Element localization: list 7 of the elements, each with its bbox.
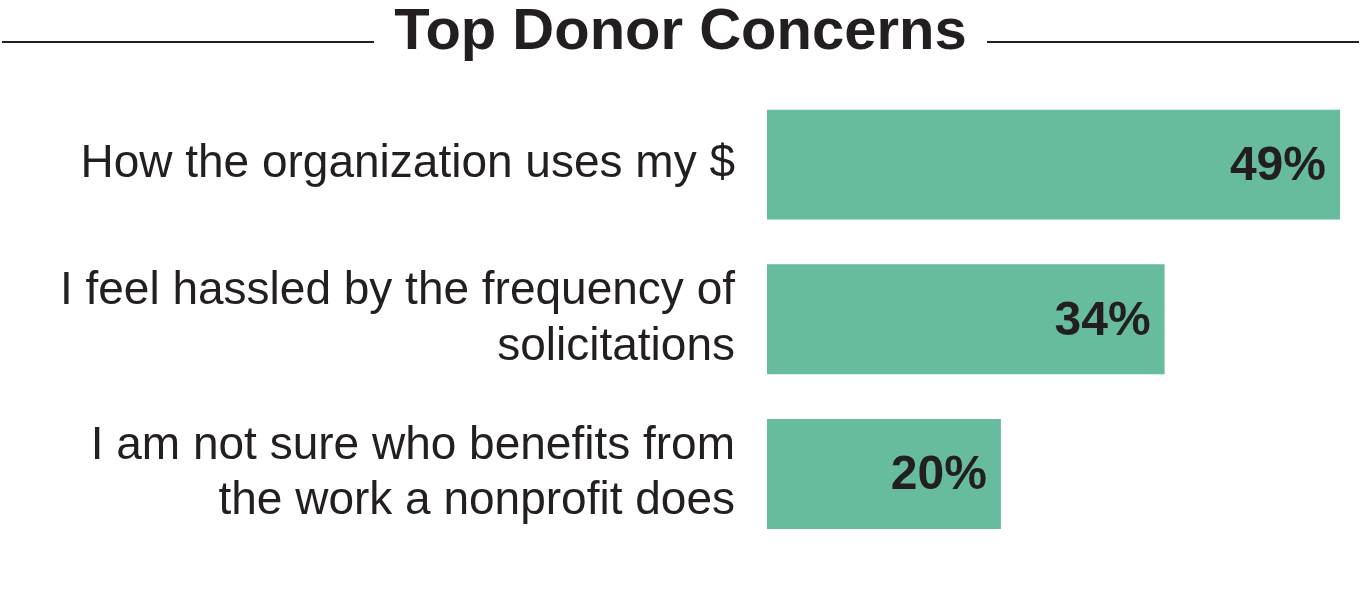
y-tick-label: I feel hassled by the frequency of solicitations xyxy=(59,262,736,370)
data-label: 34% xyxy=(1054,291,1151,345)
y-tick-label: I am not sure who benefits from the work a nonprofit does xyxy=(90,417,735,525)
y-tick-label: How the organization uses my $ xyxy=(80,135,735,188)
chart-title: Top Donor Concerns xyxy=(393,0,968,62)
data-label: 49% xyxy=(1229,136,1326,190)
data-label: 20% xyxy=(890,446,987,500)
